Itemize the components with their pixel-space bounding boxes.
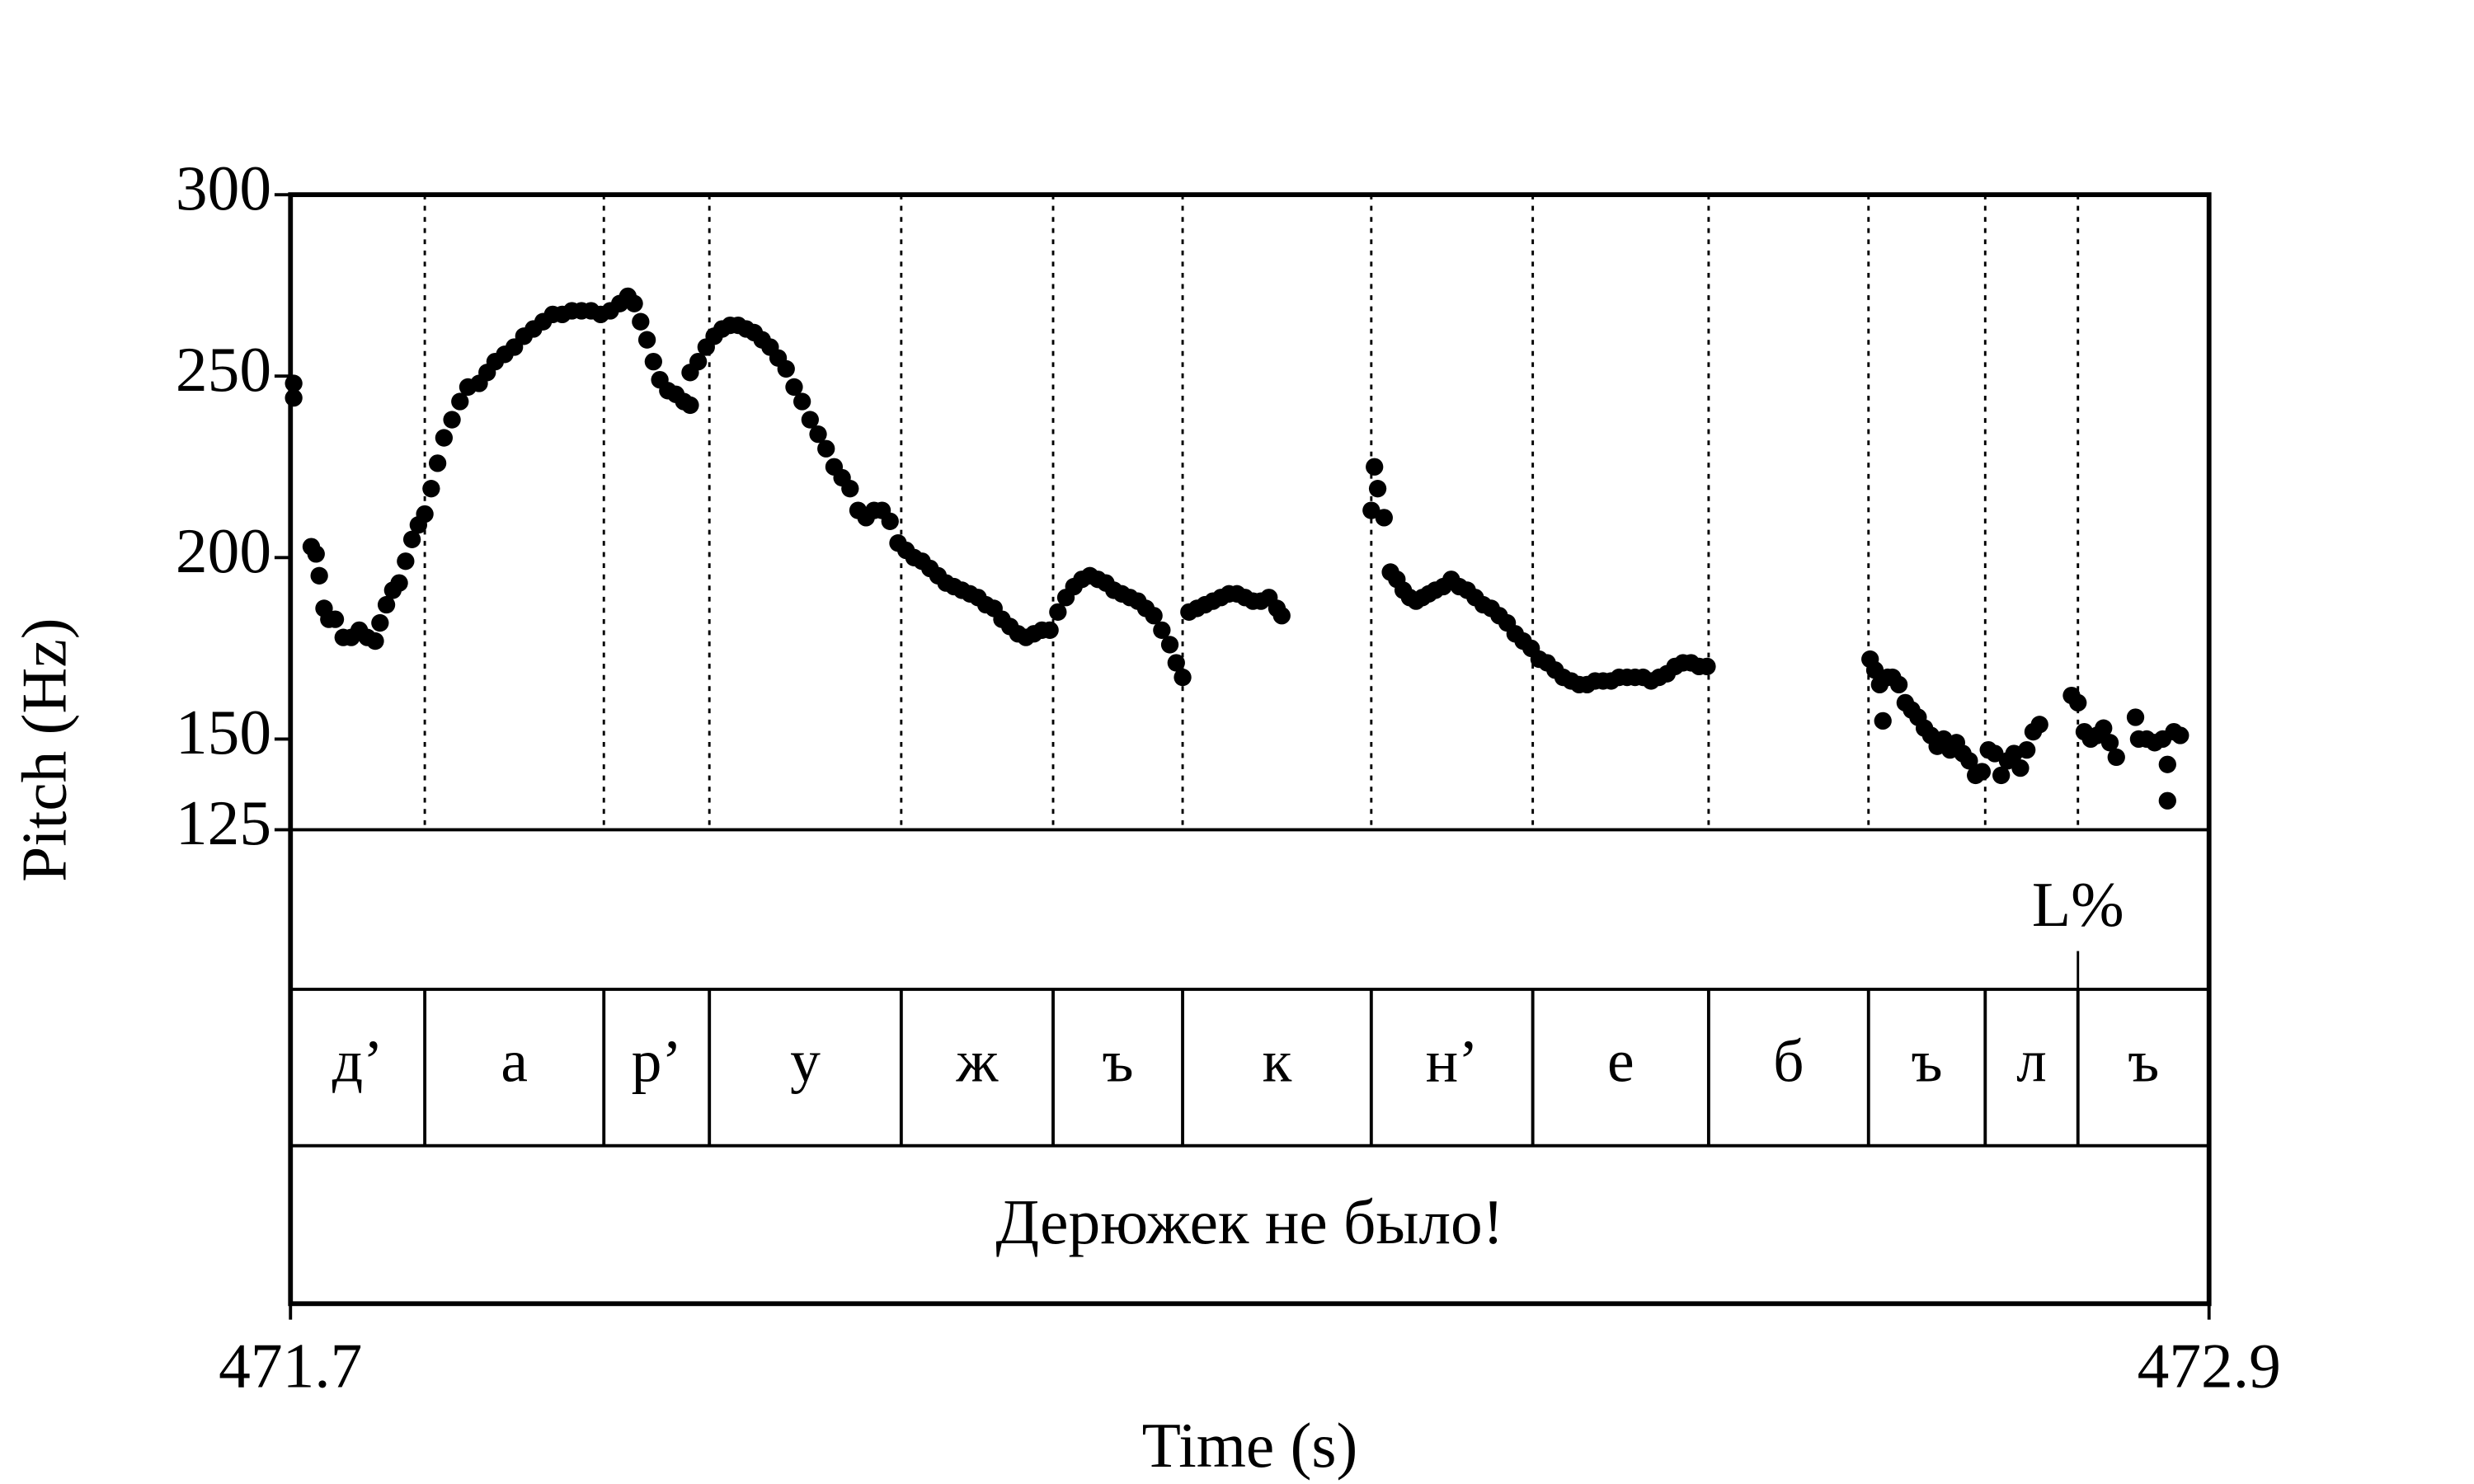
pitch-point	[402, 530, 421, 548]
pitch-point	[2011, 758, 2030, 777]
segment-label: д’	[332, 1027, 383, 1095]
pitch-point	[1174, 668, 1192, 687]
y-tick-label: 200	[176, 515, 271, 586]
pitch-point	[1049, 603, 1067, 621]
pitch-point	[416, 505, 434, 524]
pitch-point	[285, 388, 303, 407]
segment-label: н’	[1426, 1027, 1479, 1095]
x-tick-label: 471.7	[219, 1330, 362, 1401]
pitch-point	[1041, 621, 1059, 639]
pitch-point	[307, 545, 325, 563]
pitch-point	[1698, 657, 1716, 676]
pitch-point	[2018, 740, 2036, 759]
pitch-point	[1375, 509, 1393, 527]
segment-label: ъ	[1103, 1027, 1134, 1095]
y-tick-label: 125	[176, 787, 271, 858]
pitch-point	[1366, 458, 1384, 476]
pitch-point	[1992, 766, 2011, 785]
x-axis-label: Time (s)	[1142, 1410, 1358, 1481]
pitch-point	[422, 480, 440, 498]
y-tick-label: 150	[176, 697, 271, 768]
segment-label: у	[790, 1027, 821, 1095]
pitch-point	[801, 411, 819, 429]
pitch-point	[1986, 744, 2004, 763]
segment-label: е	[1607, 1027, 1634, 1095]
segment-label: ж	[956, 1027, 999, 1095]
pitch-point	[2158, 755, 2176, 773]
pitch-point	[689, 352, 708, 371]
segment-label: ъ	[1912, 1027, 1943, 1095]
pitch-point	[326, 610, 345, 628]
pitch-point	[1874, 711, 1892, 730]
pitch-point	[793, 392, 811, 411]
segment-label: б	[1773, 1027, 1804, 1095]
pitch-point	[371, 613, 389, 632]
pitch-point	[681, 396, 699, 415]
pitch-point	[390, 574, 408, 592]
segment-label: к	[1263, 1027, 1292, 1095]
pitch-point	[2030, 716, 2048, 734]
pitch-point	[377, 595, 396, 614]
pitch-point	[881, 512, 899, 530]
pitch-point	[2100, 734, 2119, 752]
y-tick-label: 300	[176, 153, 271, 223]
sentence: Дерюжек не было!	[995, 1186, 1503, 1257]
pitch-point	[1153, 621, 1171, 639]
pitch-point	[397, 552, 415, 571]
pitch-point	[1973, 763, 1992, 781]
segment-label: л	[2016, 1027, 2047, 1095]
pitch-point	[443, 411, 461, 429]
pitch-point	[625, 294, 643, 312]
pitch-point	[1145, 607, 1163, 625]
pitch-point	[809, 425, 827, 444]
pitch-point	[2126, 708, 2145, 726]
pitch-point	[1960, 752, 1978, 770]
pitch-point	[841, 480, 859, 498]
pitch-point	[2095, 719, 2113, 737]
pitch-point	[632, 312, 650, 331]
pitch-point	[2171, 726, 2189, 744]
pitch-point	[1889, 675, 1908, 694]
pitch-point	[1272, 607, 1291, 625]
y-tick-label: 250	[176, 334, 271, 405]
pitch-point	[366, 632, 384, 650]
pitch-point	[1160, 636, 1179, 654]
pitch-point	[1865, 661, 1884, 679]
pitch-point	[285, 374, 303, 392]
pitch-point	[1167, 654, 1185, 672]
tone-label: L%	[2032, 869, 2124, 940]
segment-label: ъ	[2128, 1027, 2159, 1095]
pitch-point	[2069, 693, 2087, 712]
pitch-point	[1362, 501, 1380, 519]
pitch-point	[777, 359, 795, 378]
pitch-point	[435, 429, 454, 447]
pitch-point	[2107, 748, 2125, 767]
segment-label: а	[501, 1027, 528, 1095]
pitch-point	[637, 331, 656, 349]
pitch-point	[428, 454, 447, 472]
pitch-point	[2158, 791, 2176, 810]
frame	[288, 192, 2212, 1307]
pitch-point	[644, 352, 662, 371]
pitch-point	[451, 392, 469, 411]
y-axis-label: Pitch (Hz)	[9, 618, 80, 882]
segment-label: р’	[632, 1027, 682, 1095]
pitch-point	[785, 378, 803, 397]
pitch-point	[817, 439, 835, 458]
pitch-point	[310, 566, 328, 585]
pitch-point	[1368, 480, 1387, 498]
x-tick-label: 472.9	[2138, 1330, 2281, 1401]
